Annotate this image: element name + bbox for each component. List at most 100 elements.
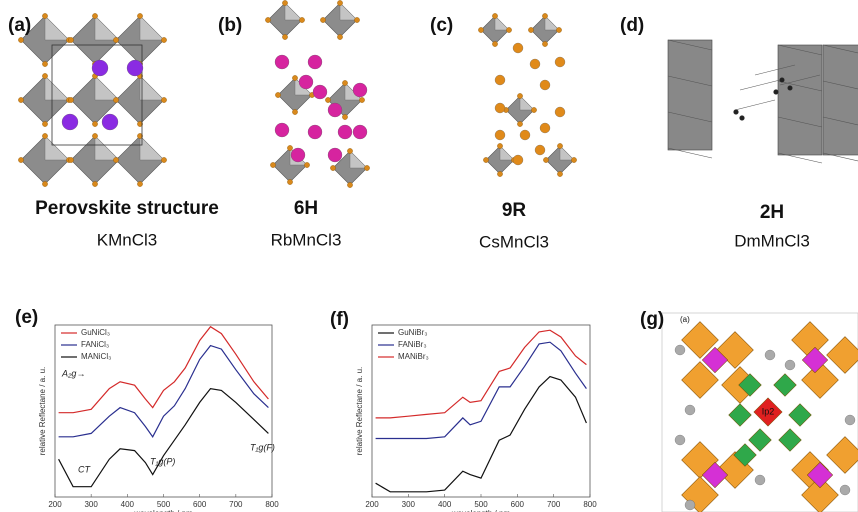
x-tick-label: 400 — [438, 500, 452, 509]
atom — [18, 37, 23, 42]
atom — [292, 75, 297, 80]
atom — [113, 37, 118, 42]
atom — [304, 162, 309, 167]
atom — [42, 181, 47, 186]
annotation: A₂g→ — [61, 368, 85, 378]
atom — [492, 41, 497, 46]
atom — [92, 133, 97, 138]
atom — [92, 60, 108, 76]
annotation: T₁g(F) — [250, 442, 275, 452]
atom — [42, 61, 47, 66]
atom — [497, 171, 502, 176]
structure-title: 6H — [294, 198, 318, 219]
panel-label: (g) — [640, 309, 664, 330]
atom — [337, 0, 342, 5]
atom — [495, 103, 505, 113]
atom — [364, 165, 369, 170]
x-tick-label: 800 — [583, 500, 597, 509]
atom — [513, 43, 523, 53]
atom — [557, 171, 562, 176]
atom — [535, 145, 545, 155]
atom — [542, 41, 547, 46]
structure-title: 2H — [760, 202, 784, 223]
atom — [478, 27, 483, 32]
atom — [275, 123, 289, 137]
atom — [675, 345, 685, 355]
atom — [265, 17, 270, 22]
atom — [347, 148, 352, 153]
structure-title: Perovskite structure — [35, 198, 219, 219]
formula: DmMnCl3 — [734, 231, 810, 250]
atom — [517, 121, 522, 126]
atom — [353, 125, 367, 139]
atom — [543, 157, 548, 162]
atom — [540, 123, 550, 133]
atom — [161, 97, 166, 102]
atom — [337, 34, 342, 39]
atom — [113, 97, 118, 102]
atom — [282, 34, 287, 39]
atom — [308, 55, 322, 69]
atom — [530, 59, 540, 69]
x-tick-label: 300 — [402, 500, 416, 509]
legend-label: MANiCl₃ — [81, 352, 111, 361]
legend-label: GuNiBr₃ — [398, 328, 427, 337]
atom — [555, 107, 565, 117]
atom — [483, 157, 488, 162]
atom — [497, 143, 502, 148]
panel-label: (b) — [218, 15, 242, 36]
atom — [127, 60, 143, 76]
atom — [42, 121, 47, 126]
x-tick-label: 600 — [511, 500, 525, 509]
atom — [92, 181, 97, 186]
panel-label: (e) — [15, 307, 38, 328]
structure-title: 9R — [502, 200, 527, 221]
atom — [42, 133, 47, 138]
atom — [542, 13, 547, 18]
atom — [354, 17, 359, 22]
atom — [517, 93, 522, 98]
atom — [513, 155, 523, 165]
atom — [788, 86, 793, 91]
atom — [313, 85, 327, 99]
atom — [68, 97, 73, 102]
annotation: CT — [78, 464, 91, 474]
atom — [320, 17, 325, 22]
legend-label: GuNiCl₃ — [81, 328, 110, 337]
atom — [353, 83, 367, 97]
atom — [161, 37, 166, 42]
atom — [555, 57, 565, 67]
x-tick-label: 200 — [365, 500, 379, 509]
atom — [102, 114, 118, 130]
atom — [328, 148, 342, 162]
atom — [292, 109, 297, 114]
octahedron-column — [668, 40, 712, 150]
y-axis-label: relative Reflectane / a. u. — [355, 367, 364, 456]
inset-label: (a) — [680, 315, 690, 324]
atom — [780, 78, 785, 83]
annotation: T₁g(P) — [150, 456, 175, 466]
atom — [299, 17, 304, 22]
atom — [68, 157, 73, 162]
x-tick-label: 300 — [84, 500, 98, 509]
atom — [287, 179, 292, 184]
atom — [740, 116, 745, 121]
atom — [42, 73, 47, 78]
x-tick-label: 800 — [265, 500, 279, 509]
formula: CsMnCl3 — [479, 232, 549, 251]
atom — [275, 55, 289, 69]
atom — [557, 143, 562, 148]
site-label: Ip2 — [762, 406, 775, 416]
atom — [556, 27, 561, 32]
atom — [92, 121, 97, 126]
atom — [299, 75, 313, 89]
atom — [675, 435, 685, 445]
atom — [506, 27, 511, 32]
atom — [113, 157, 118, 162]
x-tick-label: 600 — [193, 500, 207, 509]
atom — [359, 97, 364, 102]
legend-label: FANiCl₃ — [81, 340, 109, 349]
atom — [282, 0, 287, 5]
panel-label: (f) — [330, 309, 349, 330]
legend-label: FANiBr₃ — [398, 340, 427, 349]
